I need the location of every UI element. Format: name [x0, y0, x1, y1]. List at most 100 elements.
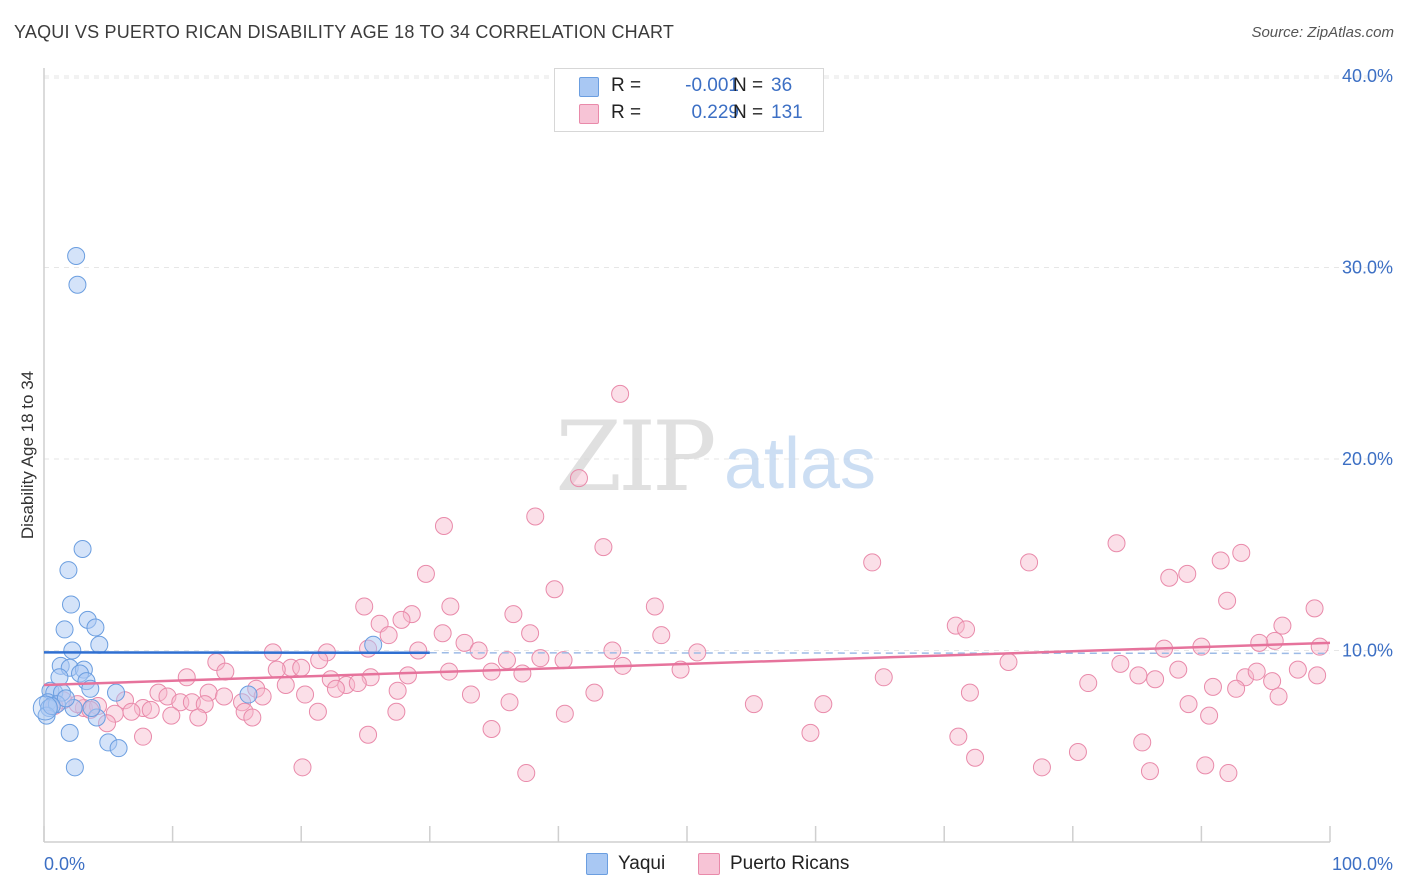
puerto-rican-point — [1107, 534, 1126, 553]
n-label: N = — [733, 75, 764, 96]
yaqui-point — [32, 695, 58, 721]
puerto-rican-point — [1273, 616, 1292, 635]
gridlines — [44, 75, 1393, 651]
puerto-rican-point — [337, 675, 356, 694]
x-tick-label: 100.0% — [1332, 854, 1393, 874]
puerto-rican-point — [999, 652, 1018, 671]
puerto-rican-point — [500, 693, 519, 712]
r-value: -0.001 — [685, 75, 739, 96]
puerto-rican-point — [594, 538, 613, 557]
puerto-rican-point — [441, 597, 460, 616]
puerto-rican-point — [531, 649, 550, 668]
puerto-rican-point — [555, 704, 574, 723]
puerto-rican-point — [482, 720, 501, 739]
puerto-rican-point — [521, 624, 540, 643]
puerto-rican-point — [1133, 733, 1152, 752]
n-label: N = — [733, 102, 764, 123]
puerto-rican-point — [517, 764, 536, 783]
puerto-rican-point — [1020, 553, 1039, 572]
puerto-rican-point — [1250, 633, 1269, 652]
r-label: R = — [611, 75, 642, 96]
puerto-rican-point — [1247, 662, 1266, 681]
puerto-rican-point — [348, 674, 367, 693]
puerto-rican-point — [402, 605, 421, 624]
puerto-rican-point — [243, 708, 262, 727]
puerto-rican-point — [1068, 742, 1087, 761]
watermark-zip: ZIP — [555, 401, 714, 513]
puerto-rican-point — [189, 708, 208, 727]
yaqui-point — [56, 689, 75, 708]
puerto-rican-point — [1211, 551, 1230, 570]
yaqui-swatch — [579, 77, 599, 97]
puerto-rican-point — [1196, 756, 1215, 775]
puerto-rican-point — [379, 626, 398, 645]
yaqui-point — [73, 540, 92, 559]
puerto-rican-point — [504, 605, 523, 624]
puerto-rican-point — [1160, 568, 1179, 587]
puerto-rican-point — [216, 662, 235, 681]
puerto-rican-point — [310, 651, 329, 670]
puerto-rican-point — [1308, 666, 1327, 685]
yaqui-point — [109, 739, 128, 758]
yaqui-point — [239, 685, 258, 704]
puerto-rican-point — [960, 683, 979, 702]
puerto-rican-point — [744, 695, 763, 714]
r-value: 0.229 — [691, 102, 739, 123]
y-tick-label: 20.0% — [1342, 449, 1393, 469]
yaqui-point — [65, 758, 84, 777]
puerto-rican-point — [1178, 564, 1197, 583]
source-label: Source: ZipAtlas.com — [1251, 24, 1394, 41]
puerto-rican-point — [611, 384, 630, 403]
tick-labels: 10.0% 20.0% 30.0% 40.0% 0.0% 100.0% — [44, 66, 1393, 874]
puerto-rican-point — [409, 641, 428, 660]
puerto-rican-point — [461, 685, 480, 704]
puerto-rican-point — [1032, 758, 1051, 777]
watermark: ZIP atlas — [555, 401, 876, 513]
puerto-rican-point — [1219, 764, 1238, 783]
puerto-rican-point — [949, 727, 968, 746]
puerto-rican-point — [149, 683, 168, 702]
puerto-rican-trend-line — [43, 641, 1331, 687]
puerto-rican-point — [1140, 762, 1159, 781]
puerto-rican-point — [141, 700, 160, 719]
puerto-rican-point — [177, 668, 196, 687]
puerto-rican-point — [416, 564, 435, 583]
puerto-rican-point — [801, 723, 820, 742]
yaqui-point — [63, 641, 82, 660]
puerto-rican-point — [276, 675, 295, 694]
puerto-rican-point — [134, 698, 153, 717]
yaqui-point — [62, 595, 81, 614]
yaqui-swatch — [586, 853, 608, 875]
puerto-rican-point — [1203, 677, 1222, 696]
y-tick-label: 40.0% — [1342, 66, 1393, 86]
n-value: 131 — [771, 102, 803, 123]
puerto-rican-point — [355, 597, 374, 616]
puerto-rican-point — [1179, 695, 1198, 714]
puerto-rican-point — [603, 641, 622, 660]
puerto-rican-point — [387, 702, 406, 721]
puerto-rican-point — [326, 679, 345, 698]
puerto-rican-point — [1263, 672, 1282, 691]
puerto-label: Puerto Ricans — [730, 853, 850, 874]
puerto-rican-point — [1218, 591, 1237, 610]
puerto-rican-point — [122, 702, 141, 721]
puerto-rican-point — [957, 620, 976, 639]
puerto-rican-point — [1079, 674, 1098, 693]
yaqui-point — [55, 620, 74, 639]
puerto-rican-point — [455, 633, 474, 652]
puerto-rican-point — [359, 725, 378, 744]
yaqui-point — [86, 618, 105, 637]
puerto-rican-point — [296, 685, 315, 704]
puerto-rican-point — [863, 553, 882, 572]
puerto-rican-point — [1288, 660, 1307, 679]
y-tick-label: 10.0% — [1342, 641, 1393, 661]
puerto-rican-point — [966, 748, 985, 767]
puerto-rican-point — [554, 651, 573, 670]
yaqui-point — [364, 635, 383, 654]
puerto-rican-point — [1227, 679, 1246, 698]
puerto-rican-point — [469, 641, 488, 660]
yaqui-point — [107, 683, 126, 702]
watermark-atlas: atlas — [724, 424, 876, 504]
yaqui-point — [82, 698, 101, 717]
